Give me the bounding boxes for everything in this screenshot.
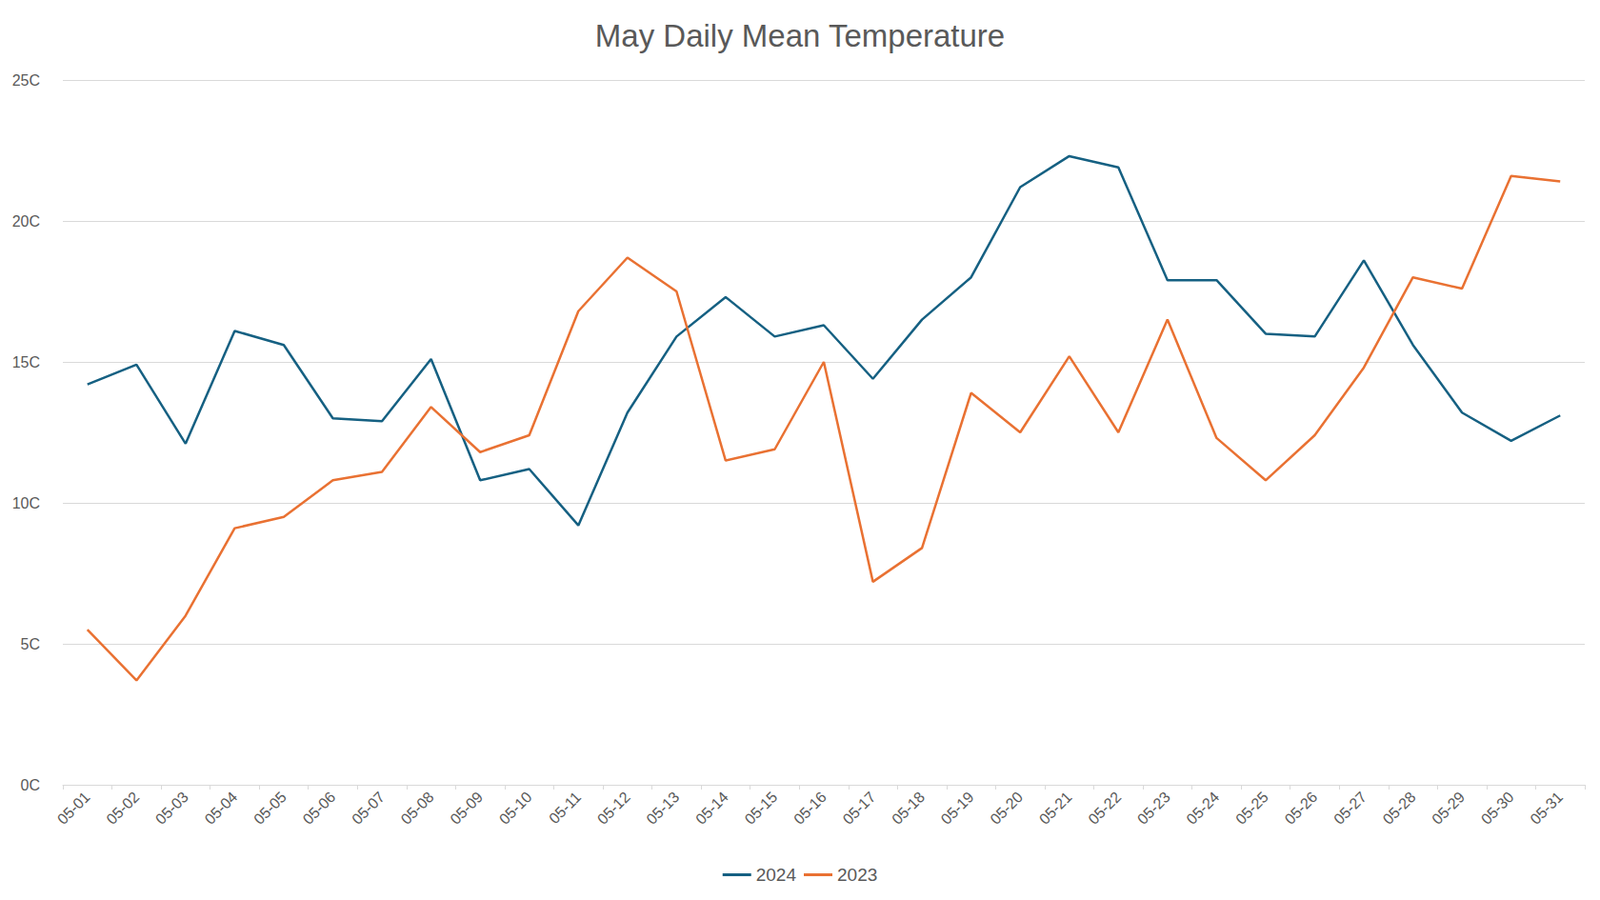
svg-text:05-25: 05-25 (1232, 788, 1272, 828)
svg-text:05-18: 05-18 (888, 788, 928, 828)
svg-text:05-28: 05-28 (1380, 788, 1420, 828)
svg-text:05-15: 05-15 (741, 788, 781, 828)
svg-text:20C: 20C (12, 213, 40, 230)
svg-text:05-07: 05-07 (348, 788, 388, 828)
svg-text:05-26: 05-26 (1281, 788, 1321, 828)
svg-text:5C: 5C (20, 636, 40, 653)
svg-text:05-27: 05-27 (1330, 788, 1370, 828)
svg-text:25C: 25C (12, 72, 40, 89)
svg-text:05-31: 05-31 (1526, 788, 1566, 828)
svg-text:May Daily Mean Temperature: May Daily Mean Temperature (595, 18, 1005, 54)
svg-text:05-12: 05-12 (594, 788, 634, 828)
svg-text:05-09: 05-09 (446, 788, 486, 828)
svg-text:05-02: 05-02 (102, 788, 142, 828)
svg-text:05-04: 05-04 (200, 788, 240, 828)
svg-text:05-30: 05-30 (1478, 788, 1518, 828)
svg-text:05-17: 05-17 (840, 788, 880, 828)
svg-text:05-10: 05-10 (496, 788, 536, 828)
svg-text:05-14: 05-14 (692, 788, 732, 828)
svg-text:05-08: 05-08 (398, 788, 438, 828)
svg-text:05-11: 05-11 (545, 788, 584, 827)
svg-text:15C: 15C (12, 354, 40, 371)
svg-text:05-20: 05-20 (986, 788, 1026, 828)
svg-text:2023: 2023 (837, 864, 878, 885)
svg-text:05-29: 05-29 (1428, 788, 1468, 828)
svg-text:05-16: 05-16 (790, 788, 830, 828)
svg-text:05-21: 05-21 (1036, 788, 1076, 828)
svg-text:05-01: 05-01 (54, 788, 94, 828)
svg-text:05-05: 05-05 (250, 788, 290, 828)
svg-text:05-24: 05-24 (1182, 788, 1222, 828)
svg-text:05-06: 05-06 (300, 788, 340, 828)
svg-text:10C: 10C (12, 495, 40, 512)
svg-text:05-13: 05-13 (642, 788, 682, 828)
svg-text:2024: 2024 (756, 864, 798, 885)
svg-text:05-23: 05-23 (1134, 788, 1174, 828)
svg-text:0C: 0C (20, 777, 40, 794)
svg-text:05-03: 05-03 (152, 788, 192, 828)
svg-text:05-22: 05-22 (1084, 788, 1124, 828)
svg-text:05-19: 05-19 (938, 788, 978, 828)
